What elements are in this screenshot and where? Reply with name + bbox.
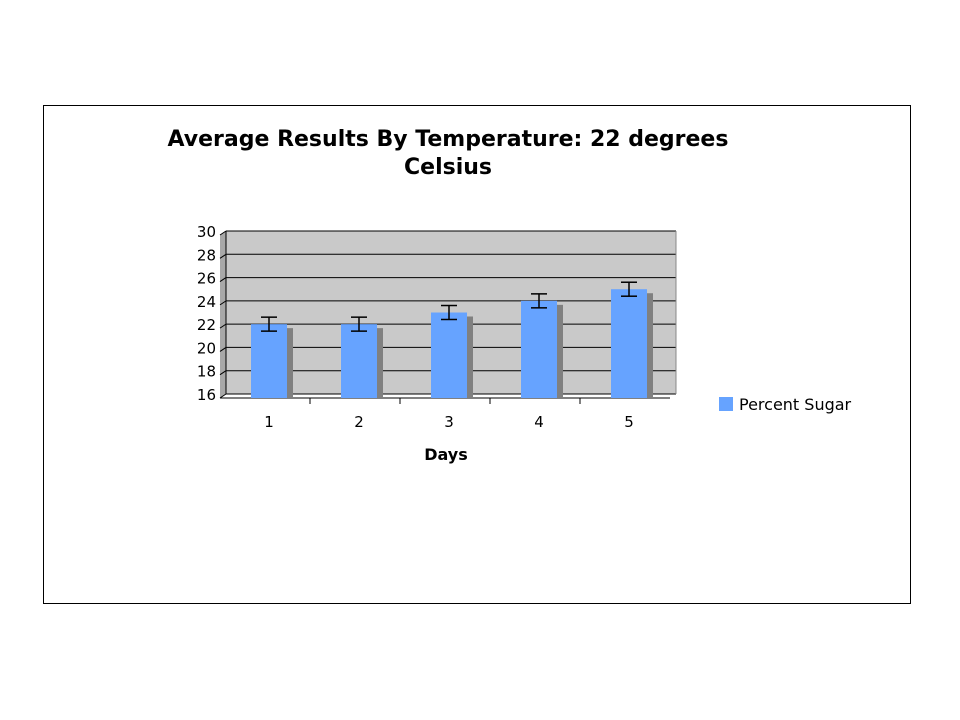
bar [251, 324, 287, 398]
plot-wall [220, 231, 226, 398]
x-tick-label: 2 [354, 413, 364, 431]
y-tick-mark [219, 323, 227, 329]
chart-title-line: Celsius [404, 155, 492, 180]
y-tick-mark [219, 277, 227, 282]
y-tick-label: 18 [197, 363, 216, 381]
x-tick-label: 5 [624, 413, 634, 431]
y-tick-mark [219, 300, 227, 306]
y-tick-label: 30 [197, 223, 216, 241]
y-tick-mark [219, 370, 227, 376]
bar [611, 289, 647, 398]
bar [431, 312, 467, 398]
y-tick-label: 16 [197, 386, 216, 404]
y-tick-mark [219, 393, 227, 399]
y-tick-label: 20 [197, 339, 216, 357]
x-axis-title: Days [424, 445, 468, 464]
chart-title-line: Average Results By Temperature: 22 degre… [168, 127, 729, 152]
y-tick-label: 26 [197, 270, 216, 288]
y-tick-label: 24 [197, 293, 216, 311]
chart: Average Results By Temperature: 22 degre… [168, 127, 852, 464]
y-tick-label: 22 [197, 316, 216, 334]
bar [521, 300, 557, 398]
y-tick-mark [219, 253, 227, 259]
legend-swatch [719, 397, 733, 411]
x-tick-label: 1 [264, 413, 274, 431]
chart-frame: Average Results By Temperature: 22 degre… [43, 105, 911, 604]
y-tick-mark [219, 230, 227, 236]
legend-label: Percent Sugar [739, 395, 852, 414]
y-tick-mark [219, 347, 227, 352]
y-tick-label: 28 [197, 246, 216, 264]
x-tick-label: 4 [534, 413, 544, 431]
x-tick-label: 3 [444, 413, 454, 431]
bar [341, 324, 377, 398]
